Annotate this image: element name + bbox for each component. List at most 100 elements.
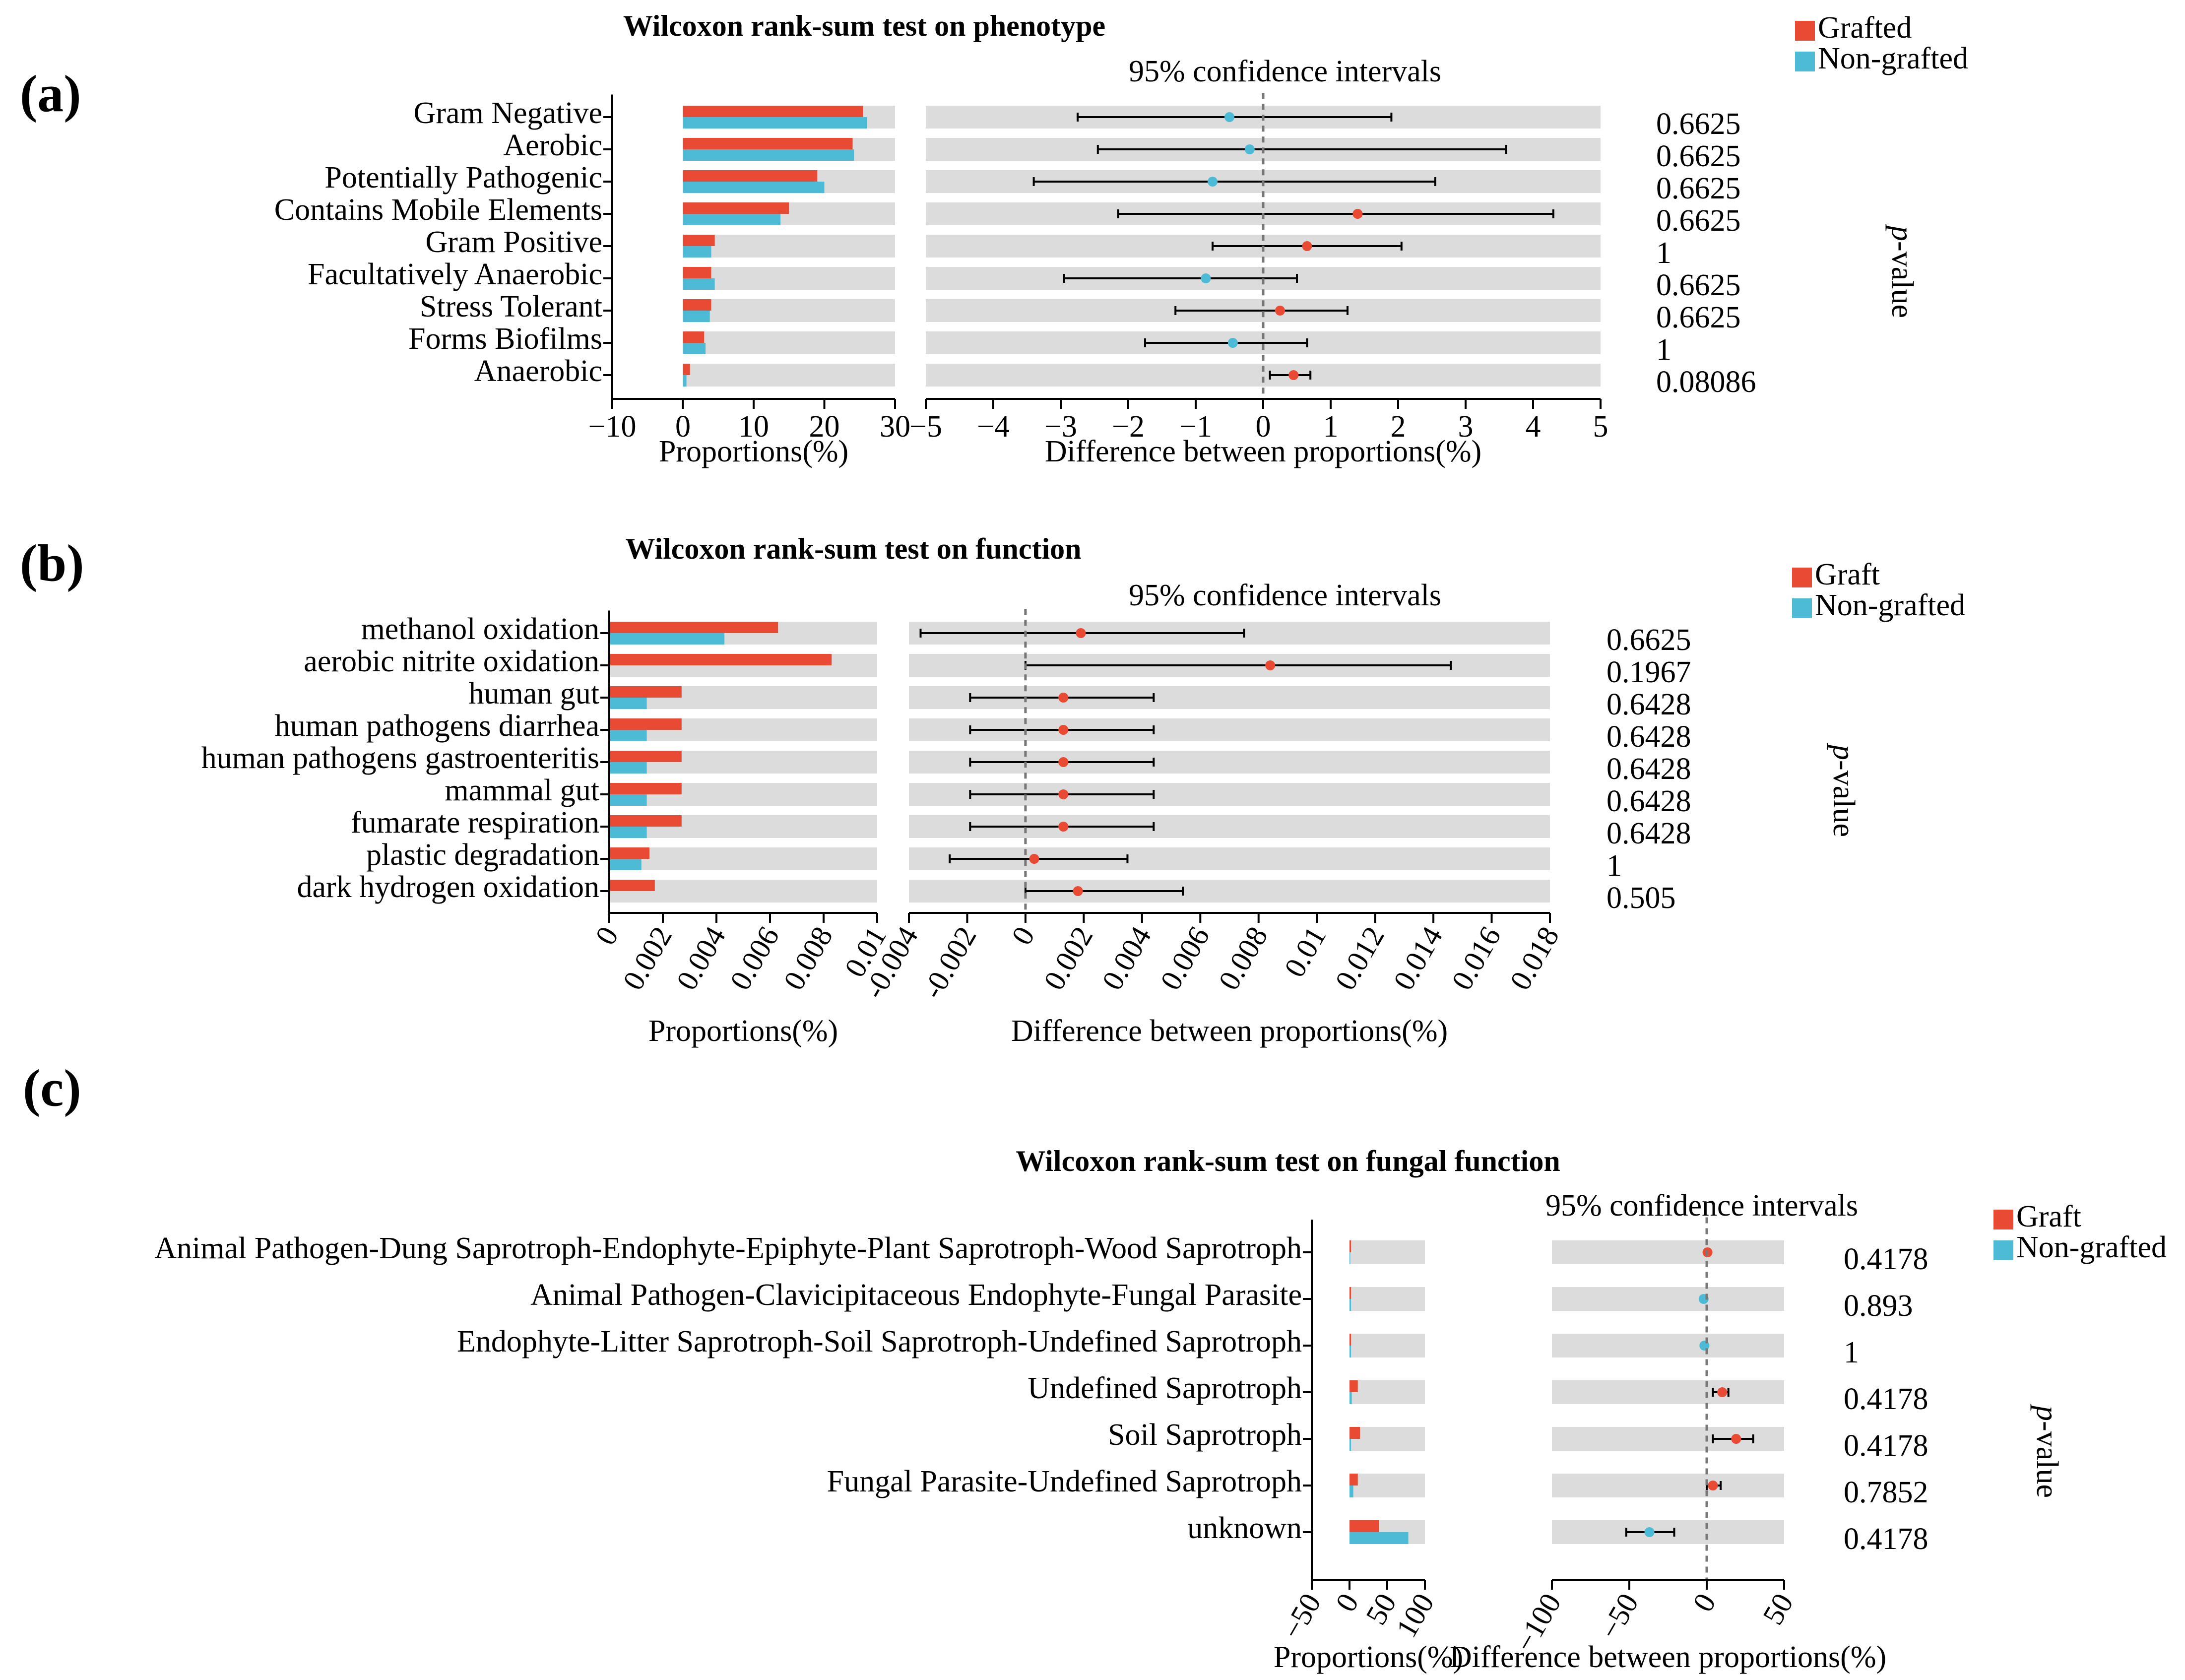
proportions-tick-label: 0.002 bbox=[617, 921, 679, 995]
category-label: Potentially Pathogenic bbox=[324, 161, 602, 194]
difference-tick-label: -0.002 bbox=[916, 921, 983, 1004]
proportions-axis-title: Proportions(%) bbox=[1274, 1640, 1463, 1674]
chart-title: Wilcoxon rank-sum test on fungal functio… bbox=[1016, 1145, 1560, 1177]
bar-grafted bbox=[609, 654, 832, 665]
bar-non-grafted bbox=[683, 311, 710, 322]
row-background bbox=[683, 235, 895, 258]
difference-tick-label: 5 bbox=[1593, 410, 1608, 444]
difference-tick-label: 0.012 bbox=[1329, 921, 1391, 995]
bar-non-grafted bbox=[683, 343, 706, 354]
p-value: 1 bbox=[1607, 849, 1622, 883]
difference-tick-label: −4 bbox=[977, 410, 1010, 444]
proportions-axis-title: Proportions(%) bbox=[648, 1014, 838, 1048]
legend-label: Non-grafted bbox=[1815, 588, 1965, 622]
row-background bbox=[1350, 1380, 1425, 1404]
ci-point bbox=[1352, 209, 1363, 219]
row-background bbox=[1350, 1427, 1425, 1451]
bar-non-grafted bbox=[609, 859, 642, 870]
chart-title: Wilcoxon rank-sum test on function bbox=[626, 532, 1082, 565]
chart-title: Wilcoxon rank-sum test on phenotype bbox=[623, 9, 1105, 42]
difference-axis-title: Difference between proportions(%) bbox=[1011, 1014, 1448, 1048]
ci-row-background bbox=[1552, 1240, 1784, 1264]
bar-non-grafted bbox=[1350, 1486, 1353, 1497]
ci-point bbox=[1644, 1527, 1655, 1537]
difference-tick-label: 3 bbox=[1458, 410, 1474, 444]
bar-non-grafted bbox=[683, 375, 687, 387]
p-value: 0.4178 bbox=[1844, 1429, 1928, 1463]
legend-label: Non-grafted bbox=[1818, 42, 1968, 75]
legend-swatch bbox=[1993, 1210, 2013, 1229]
bar-grafted bbox=[609, 751, 682, 762]
ci-point bbox=[1073, 886, 1083, 896]
ci-point bbox=[1208, 177, 1218, 187]
category-label: human gut bbox=[469, 677, 599, 711]
category-label: fumarate respiration bbox=[351, 806, 599, 840]
category-label: unknown bbox=[1187, 1511, 1302, 1545]
ci-title: 95% confidence intervals bbox=[1129, 55, 1441, 88]
ci-title: 95% confidence intervals bbox=[1545, 1189, 1858, 1223]
p-value-italic-p: p bbox=[2030, 1404, 2064, 1421]
bar-grafted bbox=[1350, 1427, 1360, 1439]
ci-row-background bbox=[1552, 1474, 1784, 1497]
p-value: 0.4178 bbox=[1844, 1242, 1928, 1276]
category-label: Forms Biofilms bbox=[408, 322, 602, 356]
bar-non-grafted bbox=[1350, 1346, 1351, 1357]
bar-non-grafted bbox=[683, 246, 711, 258]
p-value: 0.4178 bbox=[1844, 1522, 1928, 1556]
bar-grafted bbox=[609, 718, 682, 730]
panel-a: (a) Wilcoxon rank-sum test on phenotype 95… bbox=[20, 9, 1968, 468]
row-background bbox=[609, 847, 877, 870]
proportions-tick-label: 0 bbox=[675, 410, 691, 444]
difference-tick-label: 0.014 bbox=[1387, 921, 1449, 995]
ci-row-background bbox=[1552, 1287, 1784, 1311]
ci-point bbox=[1302, 241, 1312, 251]
bar-non-grafted bbox=[609, 633, 725, 645]
ci-row-background bbox=[1552, 1334, 1784, 1357]
p-value-italic-p: p bbox=[1827, 743, 1861, 760]
bar-grafted bbox=[609, 880, 655, 891]
bar-grafted bbox=[609, 686, 682, 698]
ci-point bbox=[1201, 273, 1211, 283]
legend-label: Graft bbox=[1815, 558, 1880, 591]
proportions-tick-label: 20 bbox=[809, 410, 840, 444]
category-label: Soil Saprotroph bbox=[1108, 1418, 1302, 1452]
legend-label: Non-grafted bbox=[2016, 1230, 2167, 1264]
p-value-label: p-value bbox=[1885, 224, 1919, 318]
category-label: human pathogens diarrhea bbox=[275, 709, 599, 743]
panel-b: (b) Wilcoxon rank-sum test on function 95%… bbox=[20, 532, 1965, 1048]
ci-row-background bbox=[1552, 1380, 1784, 1404]
p-value: 1 bbox=[1656, 236, 1671, 270]
difference-tick-label: 0.018 bbox=[1504, 921, 1566, 995]
p-value: 0.6625 bbox=[1656, 301, 1741, 334]
p-value: 0.6428 bbox=[1607, 752, 1691, 786]
bar-grafted bbox=[1350, 1520, 1379, 1532]
bar-grafted bbox=[1350, 1334, 1351, 1346]
bar-grafted bbox=[683, 299, 711, 311]
category-label: Animal Pathogen-Dung Saprotroph-Endophyt… bbox=[154, 1231, 1302, 1265]
panel-c: (c) Wilcoxon rank-sum test on fungal func… bbox=[23, 1059, 2167, 1674]
category-label: aerobic nitrite oxidation bbox=[304, 645, 599, 678]
ci-point bbox=[1717, 1387, 1728, 1397]
category-label: Contains Mobile Elements bbox=[274, 193, 602, 227]
ci-point bbox=[1058, 822, 1069, 832]
proportions-tick-label: 10 bbox=[738, 410, 769, 444]
p-value: 0.6428 bbox=[1607, 688, 1691, 721]
difference-tick-label: 0 bbox=[1686, 1588, 1722, 1617]
ci-point bbox=[1244, 144, 1255, 154]
proportions-tick-label: 0 bbox=[589, 921, 625, 950]
bar-grafted bbox=[1350, 1380, 1358, 1392]
p-value: 0.6625 bbox=[1656, 204, 1741, 238]
difference-tick-label: −2 bbox=[1112, 410, 1145, 444]
bar-grafted bbox=[609, 847, 649, 859]
bar-non-grafted bbox=[683, 214, 781, 225]
row-background bbox=[1350, 1287, 1425, 1311]
legend-swatch bbox=[1993, 1240, 2013, 1260]
proportions-tick-label: 0.004 bbox=[670, 921, 732, 995]
difference-tick-label: 0.01 bbox=[1278, 921, 1333, 982]
p-value: 0.1967 bbox=[1607, 655, 1691, 689]
category-label: Gram Positive bbox=[426, 225, 602, 259]
difference-tick-label: 0.006 bbox=[1154, 921, 1216, 995]
bar-grafted bbox=[683, 138, 853, 149]
proportions-tick-label: 0.008 bbox=[777, 921, 839, 995]
